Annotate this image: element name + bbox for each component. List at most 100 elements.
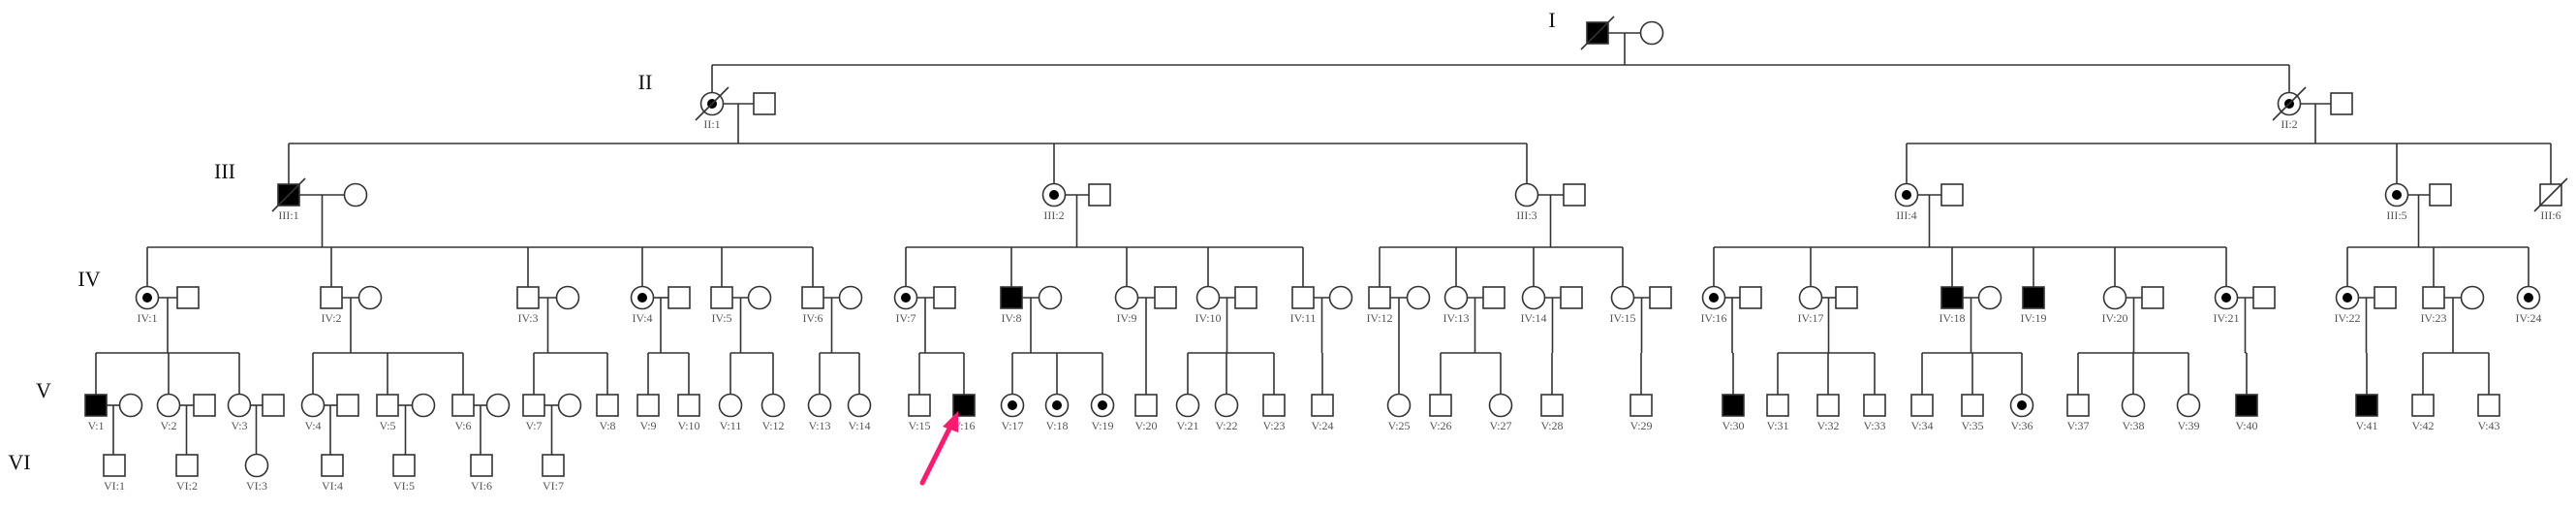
male-symbol xyxy=(2477,394,2500,417)
individual-V-15: V:15 xyxy=(908,394,931,432)
individual-V-1: V:1 xyxy=(84,394,108,432)
male-symbol xyxy=(2252,286,2276,309)
spouse xyxy=(1328,285,1353,310)
male-symbol xyxy=(175,454,199,477)
male-symbol xyxy=(952,394,976,417)
male-symbol xyxy=(2066,394,2090,417)
male-symbol xyxy=(392,454,416,477)
individual-label: IV:23 xyxy=(2420,311,2446,325)
individual-V-35: V:35 xyxy=(1961,394,1984,432)
individuals: II:1 II:2 III:1 III:2 III:3 III:4 III:5 III:6 IV… xyxy=(84,16,2568,493)
individual-label: IV:11 xyxy=(1290,311,1317,325)
individual-V-11: V:11 xyxy=(718,393,743,432)
spouse xyxy=(2429,183,2452,207)
male-symbol xyxy=(1088,183,1111,207)
carrier-dot xyxy=(901,293,911,303)
individual-III-4: III:4 xyxy=(1894,182,1919,222)
male-symbol xyxy=(753,92,776,115)
male-symbol xyxy=(1766,394,1789,417)
individual-V-4: V:4 xyxy=(300,393,326,432)
male-symbol xyxy=(2330,92,2353,115)
spouse xyxy=(1940,183,1964,207)
male-symbol xyxy=(1910,394,1934,417)
individual-label: V:15 xyxy=(908,419,930,432)
male-symbol xyxy=(336,394,359,417)
male-symbol xyxy=(1540,394,1564,417)
individual-VI-4: VI:4 xyxy=(321,454,344,493)
individual-V-39: V:39 xyxy=(2176,393,2201,432)
male-symbol xyxy=(636,394,660,417)
individual-IV-10: IV:10 xyxy=(1195,285,1222,325)
spouse xyxy=(336,394,359,417)
male-symbol xyxy=(262,394,285,417)
female-symbol xyxy=(485,393,511,418)
generation-label: II xyxy=(638,70,653,94)
individual-label: V:35 xyxy=(1961,419,1983,432)
male-symbol xyxy=(1649,286,1672,309)
male-symbol xyxy=(2422,286,2445,309)
individual-V-20: V:20 xyxy=(1134,394,1158,432)
individual-IV-15: IV:15 xyxy=(1609,285,1636,325)
carrier-dot xyxy=(142,293,152,303)
individual-III-3: III:3 xyxy=(1514,182,1539,222)
individual-label: V:30 xyxy=(1722,419,1744,432)
spouse xyxy=(1977,285,2002,310)
male-symbol xyxy=(1940,183,1964,207)
individual-V-22: V:22 xyxy=(1214,393,1239,432)
female-symbol xyxy=(244,453,269,478)
male-symbol xyxy=(1154,286,1177,309)
male-symbol xyxy=(1311,394,1334,417)
female-symbol xyxy=(2176,393,2201,418)
individual-label: V:41 xyxy=(2355,419,2377,432)
individual-label: V:29 xyxy=(1629,419,1652,432)
individual-label: IV:20 xyxy=(2101,311,2127,325)
male-symbol xyxy=(1563,183,1586,207)
carrier-dot xyxy=(2524,293,2533,303)
spouse xyxy=(1406,285,1431,310)
individual-IV-3: IV:3 xyxy=(516,286,540,325)
individual-label: V:1 xyxy=(87,419,104,432)
female-symbol xyxy=(807,393,832,418)
carrier-dot xyxy=(1052,400,1062,410)
female-symbol xyxy=(2460,285,2485,310)
individual-label: V:38 xyxy=(2122,419,2144,432)
spouse xyxy=(1649,286,1672,309)
individual-label: V:5 xyxy=(379,419,395,432)
male-symbol xyxy=(1940,286,1964,309)
deceased-slash xyxy=(1580,16,1615,50)
female-symbol xyxy=(1114,285,1139,310)
male-symbol xyxy=(1739,286,1762,309)
male-symbol xyxy=(1000,286,1023,309)
individual-label: V:6 xyxy=(454,419,471,432)
female-symbol xyxy=(300,393,326,418)
male-symbol xyxy=(1863,394,1886,417)
carrier-dot xyxy=(1709,293,1719,303)
male-symbol xyxy=(1722,394,1745,417)
individual-label: V:7 xyxy=(525,419,542,432)
individual-III-5: III:5 xyxy=(2384,182,2409,222)
individual-label: V:32 xyxy=(1816,419,1839,432)
spouse xyxy=(1154,286,1177,309)
individual-label: III:6 xyxy=(2540,208,2560,222)
male-symbol xyxy=(667,286,691,309)
individual-V-33: V:33 xyxy=(1863,394,1886,432)
individual-V-25: V:25 xyxy=(1386,393,1412,432)
individual-IV-18: IV:18 xyxy=(1939,286,1966,325)
male-symbol xyxy=(470,454,493,477)
generation-label: VI xyxy=(8,450,30,474)
individual-IV-7: IV:7 xyxy=(893,285,918,325)
female-symbol xyxy=(343,182,368,207)
individual-label: V:20 xyxy=(1134,419,1157,432)
individual-IV-6: IV:6 xyxy=(801,286,824,325)
individual-IV-12: IV:12 xyxy=(1366,286,1393,325)
female-symbol xyxy=(1521,285,1546,310)
male-symbol xyxy=(710,286,733,309)
individual-V-19: V:19 xyxy=(1090,393,1115,432)
individual-label: V:37 xyxy=(2066,419,2089,432)
individual-label: V:21 xyxy=(1176,419,1198,432)
individual-II-2: II:2 xyxy=(2272,86,2307,131)
female-symbol xyxy=(1798,285,1823,310)
female-symbol xyxy=(411,393,436,418)
